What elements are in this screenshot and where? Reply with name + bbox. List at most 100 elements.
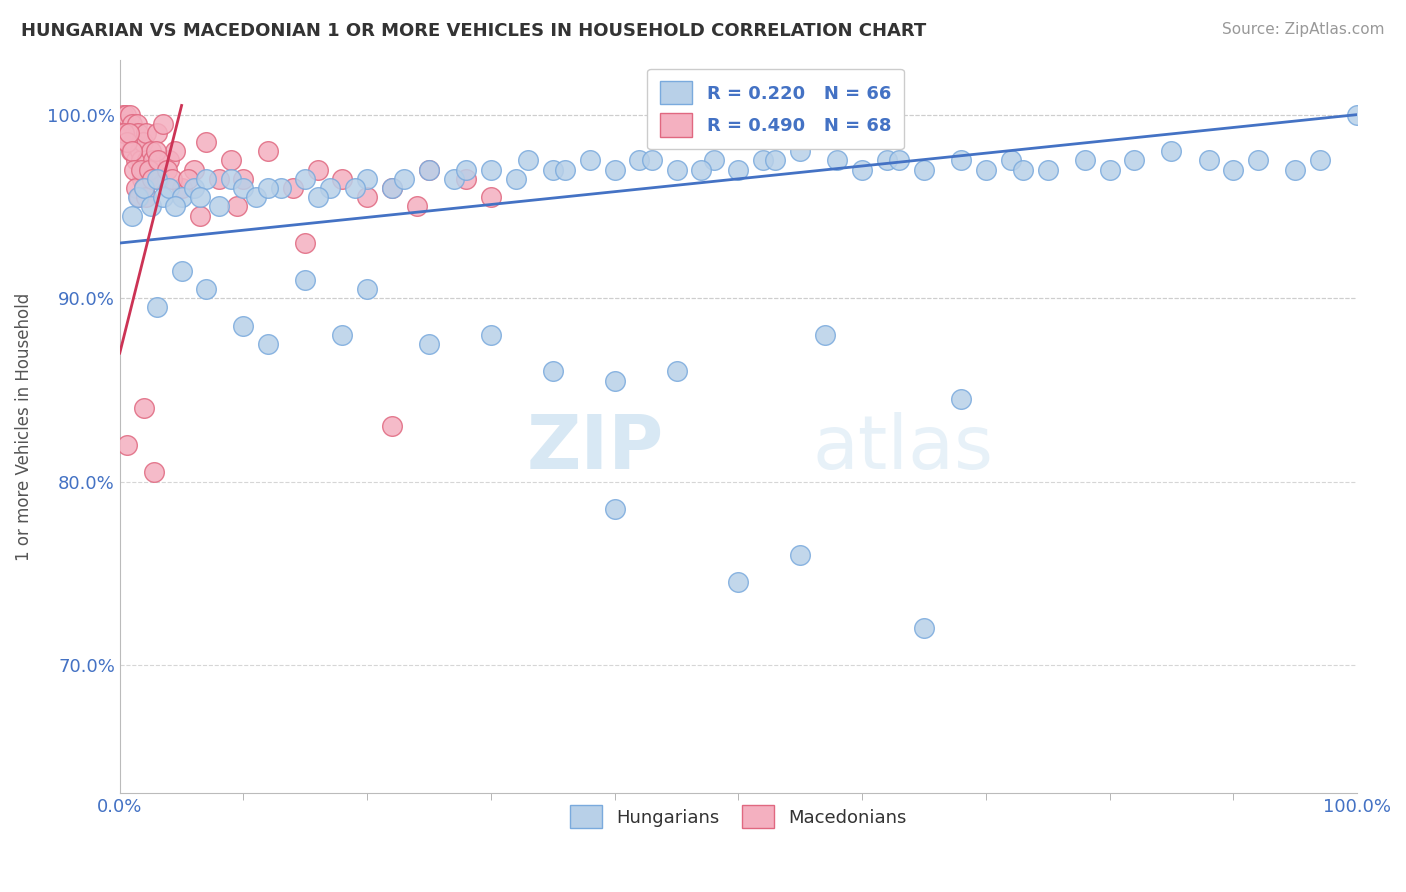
Point bbox=[394, 171, 416, 186]
Point bbox=[479, 327, 502, 342]
Point bbox=[541, 162, 564, 177]
Point bbox=[950, 392, 973, 406]
Point bbox=[208, 171, 231, 186]
Point bbox=[851, 162, 873, 177]
Point bbox=[208, 199, 231, 213]
Point bbox=[135, 190, 157, 204]
Point bbox=[319, 181, 342, 195]
Point bbox=[183, 162, 205, 177]
Point bbox=[170, 181, 193, 195]
Point bbox=[1346, 108, 1368, 122]
Point bbox=[146, 171, 169, 186]
Point bbox=[160, 171, 183, 186]
Point bbox=[889, 153, 911, 168]
Point bbox=[141, 171, 163, 186]
Point bbox=[188, 209, 211, 223]
Point bbox=[127, 190, 149, 204]
Point bbox=[165, 145, 187, 159]
Point bbox=[381, 419, 404, 434]
Point bbox=[157, 181, 180, 195]
Point bbox=[1284, 162, 1306, 177]
Point bbox=[1309, 153, 1331, 168]
Point bbox=[219, 153, 242, 168]
Point bbox=[257, 181, 280, 195]
Point bbox=[219, 171, 242, 186]
Point bbox=[1000, 153, 1022, 168]
Point bbox=[232, 171, 254, 186]
Point bbox=[115, 135, 138, 149]
Point bbox=[195, 282, 218, 296]
Point bbox=[579, 153, 602, 168]
Point bbox=[1222, 162, 1244, 177]
Point bbox=[117, 126, 139, 140]
Legend: Hungarians, Macedonians: Hungarians, Macedonians bbox=[562, 798, 914, 836]
Point bbox=[294, 171, 316, 186]
Point bbox=[124, 126, 146, 140]
Point bbox=[517, 153, 540, 168]
Point bbox=[183, 181, 205, 195]
Point bbox=[912, 621, 935, 635]
Point bbox=[152, 117, 174, 131]
Point bbox=[125, 117, 148, 131]
Point bbox=[974, 162, 997, 177]
Point bbox=[138, 162, 160, 177]
Point bbox=[603, 162, 626, 177]
Point bbox=[479, 162, 502, 177]
Point bbox=[727, 575, 749, 590]
Point bbox=[603, 374, 626, 388]
Point bbox=[131, 171, 153, 186]
Point bbox=[912, 162, 935, 177]
Point bbox=[876, 153, 898, 168]
Point bbox=[281, 181, 304, 195]
Point bbox=[131, 162, 153, 177]
Point bbox=[727, 162, 749, 177]
Point bbox=[294, 273, 316, 287]
Point bbox=[479, 190, 502, 204]
Point bbox=[752, 153, 775, 168]
Point bbox=[343, 181, 366, 195]
Point bbox=[132, 135, 155, 149]
Point bbox=[170, 263, 193, 277]
Point bbox=[195, 135, 218, 149]
Point bbox=[554, 162, 576, 177]
Point bbox=[356, 171, 378, 186]
Point bbox=[125, 153, 148, 168]
Point bbox=[1123, 153, 1146, 168]
Point bbox=[156, 162, 179, 177]
Point bbox=[139, 199, 162, 213]
Point bbox=[121, 209, 143, 223]
Point bbox=[1036, 162, 1059, 177]
Point bbox=[226, 199, 249, 213]
Point bbox=[405, 199, 427, 213]
Point bbox=[1098, 162, 1121, 177]
Point bbox=[145, 145, 167, 159]
Point bbox=[128, 145, 150, 159]
Point bbox=[1198, 153, 1220, 168]
Point bbox=[628, 153, 651, 168]
Point bbox=[114, 117, 136, 131]
Point bbox=[135, 126, 157, 140]
Point bbox=[146, 153, 169, 168]
Point bbox=[146, 126, 169, 140]
Point bbox=[118, 108, 141, 122]
Point bbox=[641, 153, 664, 168]
Point bbox=[152, 190, 174, 204]
Point bbox=[665, 364, 688, 378]
Point bbox=[703, 153, 725, 168]
Point bbox=[1160, 145, 1182, 159]
Point bbox=[177, 171, 200, 186]
Point bbox=[115, 438, 138, 452]
Point bbox=[307, 190, 329, 204]
Point bbox=[690, 162, 713, 177]
Point bbox=[115, 135, 138, 149]
Point bbox=[112, 108, 135, 122]
Point bbox=[170, 190, 193, 204]
Point bbox=[136, 153, 159, 168]
Point bbox=[332, 171, 354, 186]
Point bbox=[356, 282, 378, 296]
Point bbox=[128, 190, 150, 204]
Point bbox=[232, 318, 254, 333]
Point bbox=[307, 162, 329, 177]
Point bbox=[195, 171, 218, 186]
Point bbox=[505, 171, 527, 186]
